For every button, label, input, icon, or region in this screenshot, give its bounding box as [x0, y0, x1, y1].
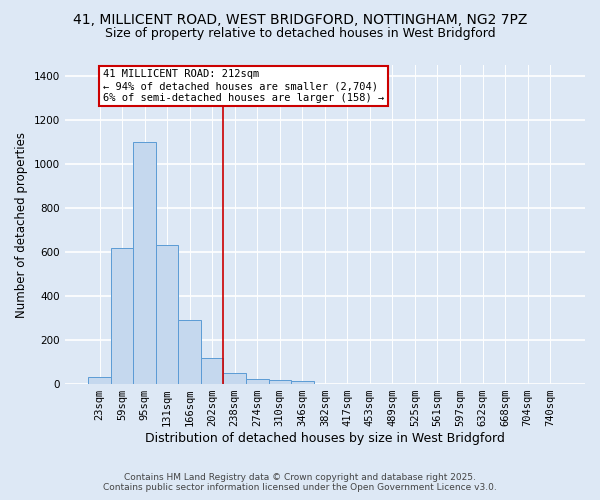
Text: 41, MILLICENT ROAD, WEST BRIDGFORD, NOTTINGHAM, NG2 7PZ: 41, MILLICENT ROAD, WEST BRIDGFORD, NOTT… — [73, 12, 527, 26]
Bar — [178, 320, 201, 384]
Bar — [223, 373, 246, 384]
Bar — [88, 378, 111, 384]
Bar — [133, 142, 156, 384]
Y-axis label: Number of detached properties: Number of detached properties — [15, 132, 28, 318]
X-axis label: Distribution of detached houses by size in West Bridgford: Distribution of detached houses by size … — [145, 432, 505, 445]
Bar — [156, 246, 178, 384]
Bar — [201, 358, 223, 384]
Bar — [246, 378, 269, 384]
Bar — [111, 248, 133, 384]
Text: Size of property relative to detached houses in West Bridgford: Size of property relative to detached ho… — [104, 28, 496, 40]
Bar — [291, 382, 314, 384]
Bar — [269, 380, 291, 384]
Text: Contains HM Land Registry data © Crown copyright and database right 2025.
Contai: Contains HM Land Registry data © Crown c… — [103, 473, 497, 492]
Text: 41 MILLICENT ROAD: 212sqm
← 94% of detached houses are smaller (2,704)
6% of sem: 41 MILLICENT ROAD: 212sqm ← 94% of detac… — [103, 70, 384, 102]
